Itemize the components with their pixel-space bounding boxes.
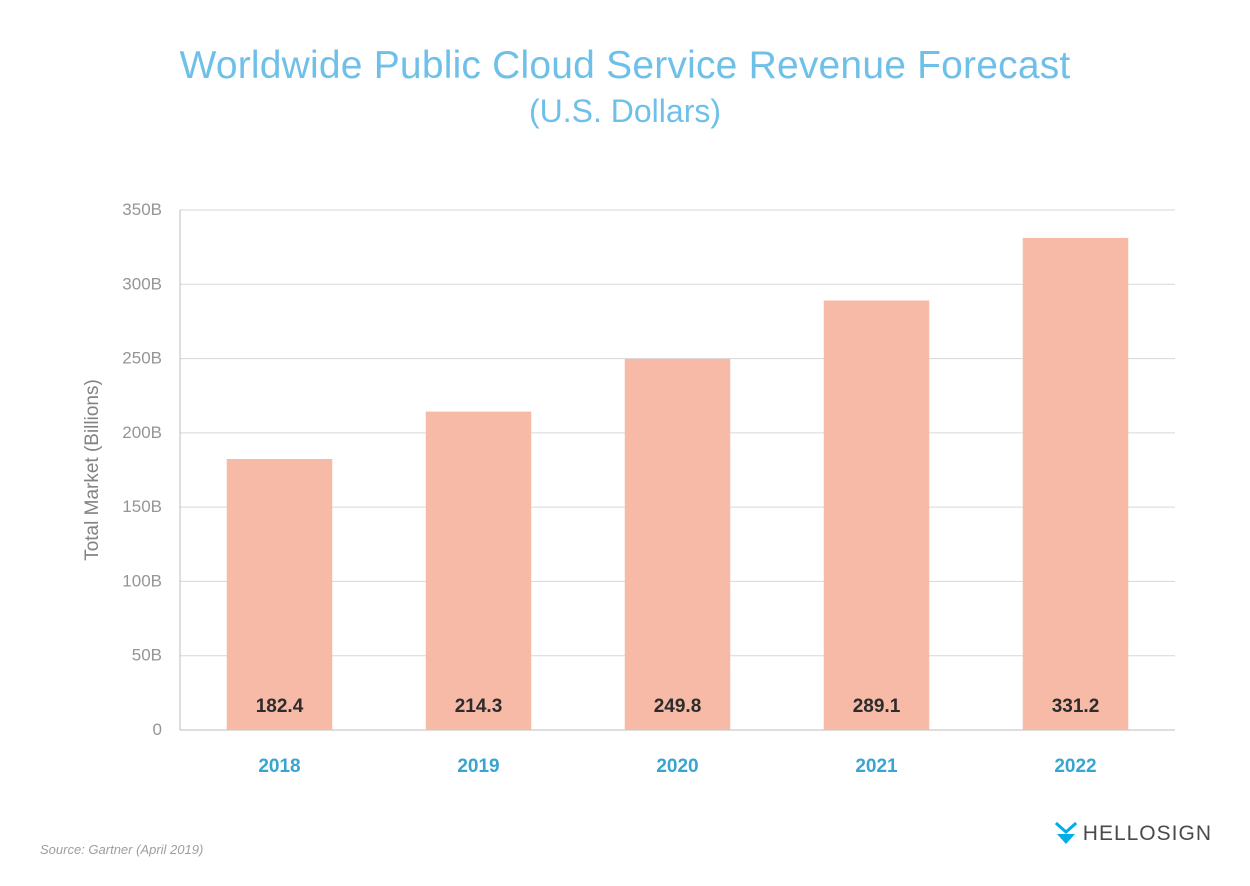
svg-text:2019: 2019 (457, 756, 499, 777)
svg-text:300B: 300B (122, 274, 162, 293)
svg-text:2022: 2022 (1054, 756, 1096, 777)
svg-text:150B: 150B (122, 497, 162, 516)
svg-text:289.1: 289.1 (853, 696, 901, 717)
svg-text:182.4: 182.4 (256, 696, 304, 717)
svg-text:2020: 2020 (656, 756, 698, 777)
svg-text:2021: 2021 (855, 756, 898, 777)
svg-text:214.3: 214.3 (455, 696, 503, 717)
svg-text:100B: 100B (122, 571, 162, 590)
revenue-bar-chart: 0 50B 100B 150B 200B 250B 300B 350B Total Market… (0, 0, 1250, 800)
source-attribution: Source: Gartner (April 2019) (40, 842, 203, 857)
svg-text:249.8: 249.8 (654, 696, 702, 717)
hellosign-logo-text: HELLOSIGN (1083, 822, 1212, 846)
svg-text:331.2: 331.2 (1052, 696, 1100, 717)
svg-text:350B: 350B (122, 200, 162, 219)
hellosign-logo-icon (1055, 822, 1077, 846)
svg-text:200B: 200B (122, 423, 162, 442)
svg-text:2018: 2018 (258, 756, 300, 777)
svg-text:0: 0 (153, 720, 162, 739)
hellosign-logo: HELLOSIGN (1055, 822, 1212, 846)
svg-text:Total Market (Billions): Total Market (Billions) (82, 379, 103, 561)
svg-text:50B: 50B (132, 646, 162, 665)
svg-text:250B: 250B (122, 349, 162, 368)
